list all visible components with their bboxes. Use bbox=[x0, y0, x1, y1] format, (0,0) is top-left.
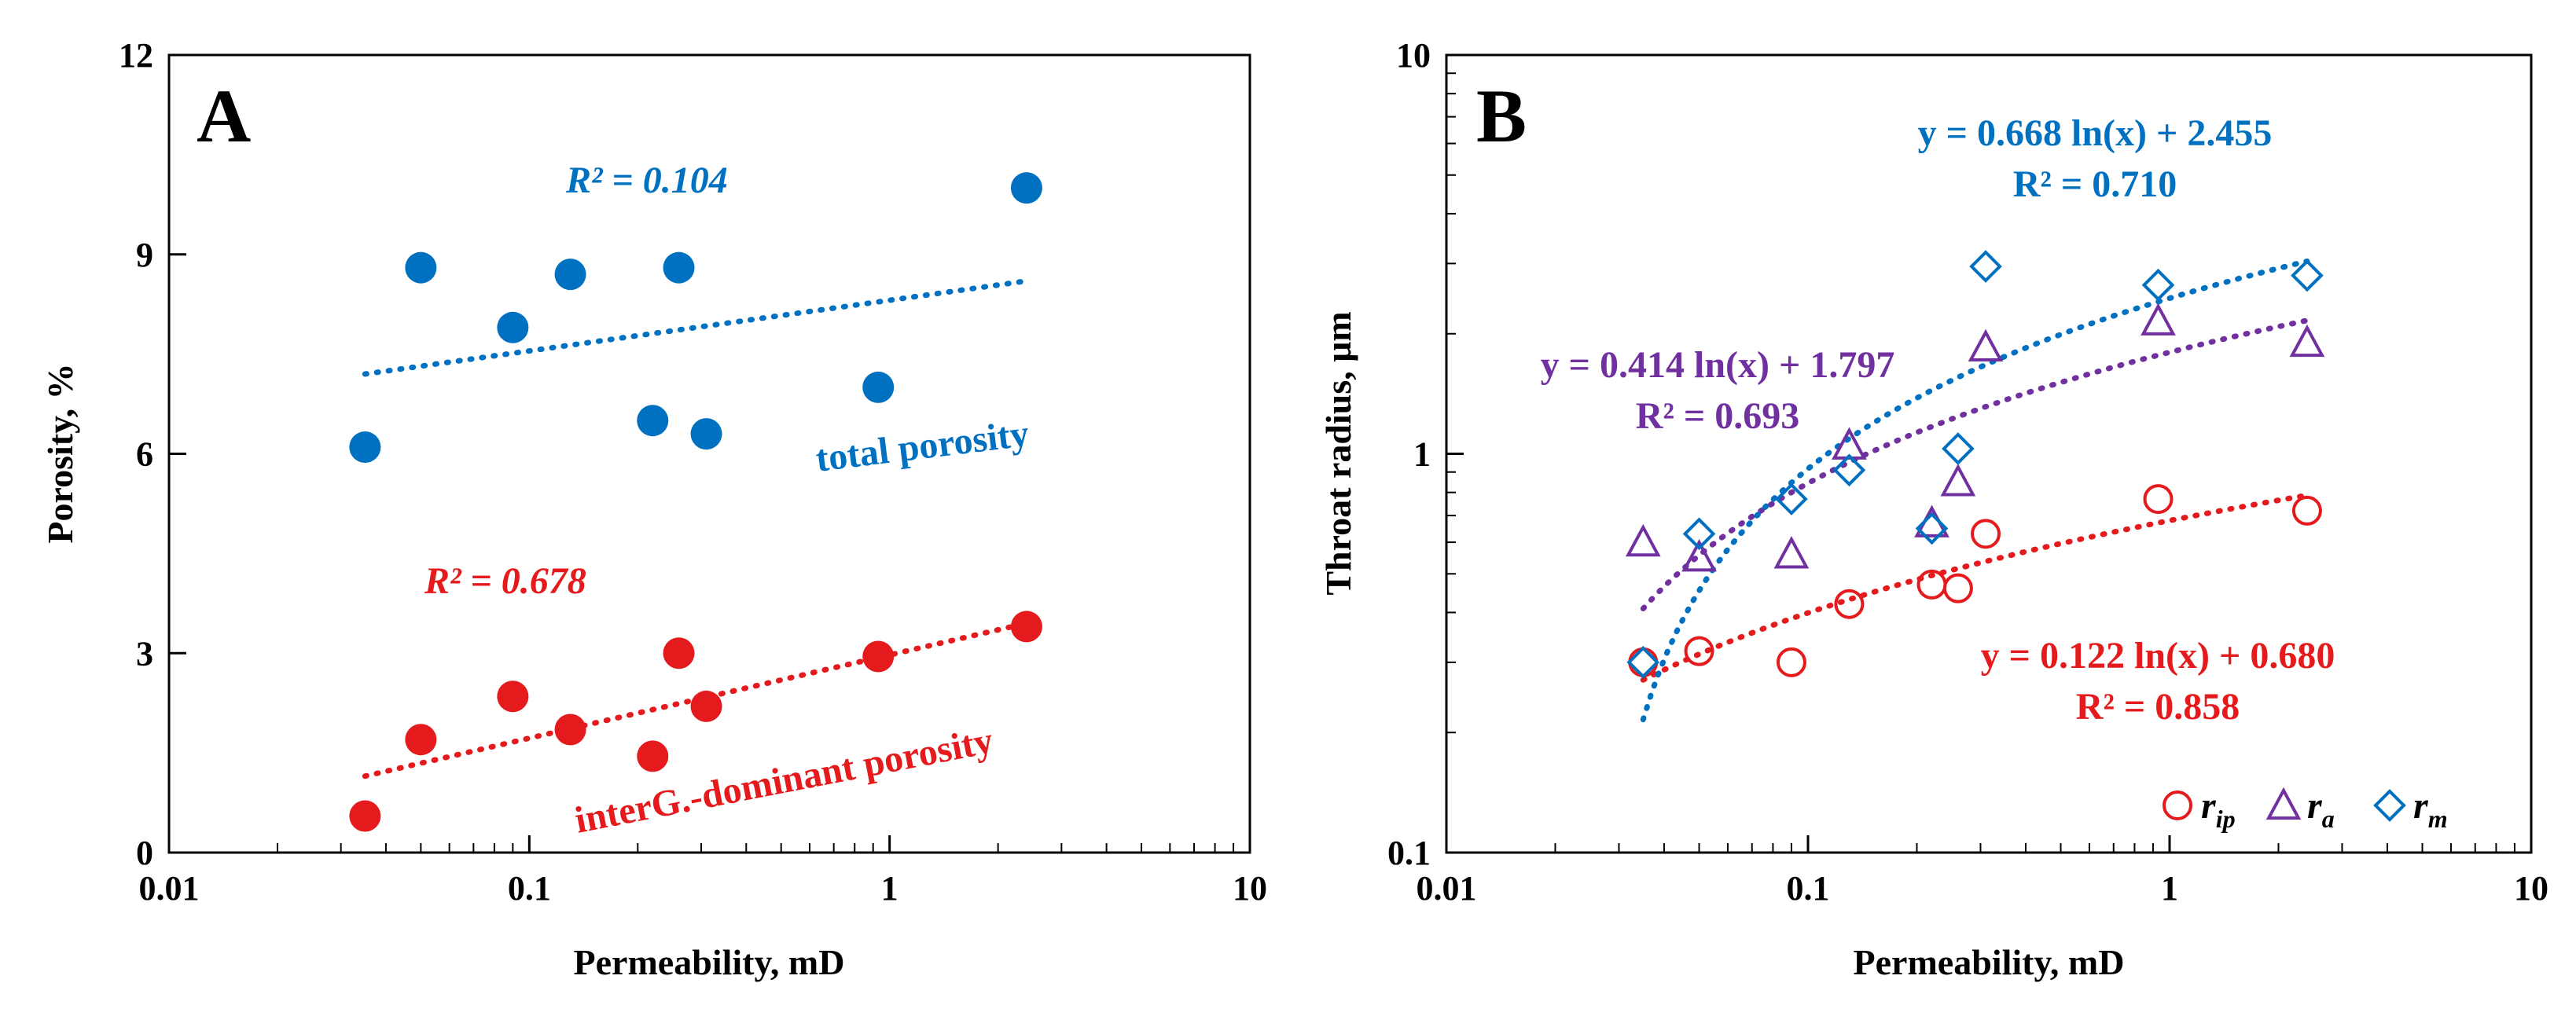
panel-b-plot-area bbox=[1445, 53, 2533, 854]
panel-b-r_m-point bbox=[1915, 512, 1949, 545]
panel-b-y-tick-label: 1 bbox=[1413, 435, 1431, 474]
panel-a-x-tick-label: 10 bbox=[1233, 869, 1267, 908]
panel-a-interG-point bbox=[405, 724, 437, 756]
panel-b-x-tick-label: 0.1 bbox=[1787, 869, 1830, 908]
panel-b-r_ip-point bbox=[2291, 495, 2322, 526]
panel-b-r_m-point bbox=[2291, 259, 2324, 292]
panel-b-x-tick-label: 1 bbox=[2161, 869, 2178, 908]
panel-a-total-point bbox=[497, 311, 529, 343]
panel-a-y-tick-label: 12 bbox=[119, 36, 153, 75]
panel-a-total-point bbox=[637, 405, 669, 437]
panel-b-r_ip-point bbox=[1628, 647, 1659, 677]
panel-a-total-trendline bbox=[362, 278, 1030, 377]
panel-b-points bbox=[1625, 250, 2325, 679]
panel-a-x-tick-label: 1 bbox=[881, 869, 898, 908]
panel-b-rip-equation: y = 0.122 ln(x) + 0.680 bbox=[1981, 635, 2335, 677]
panel-a-interG-r2: R² = 0.678 bbox=[424, 560, 586, 602]
panel-b-legend: rip ra rm bbox=[2163, 785, 2448, 833]
panel-b-y-tick-label: 0.1 bbox=[1387, 834, 1431, 872]
panel-b-r_ip-fit-curve bbox=[1640, 492, 2310, 683]
panel-b-r_ip-point bbox=[1684, 636, 1714, 666]
panel-b-r_m-point bbox=[1969, 250, 2002, 283]
panel-a-interG-point bbox=[554, 713, 586, 746]
panel-b-fit-curves bbox=[1640, 259, 2310, 723]
panel-b-r_a-fit-curve bbox=[1640, 317, 2310, 611]
panel-b-r_m-point bbox=[1775, 482, 1808, 515]
panel-b-legend-r_ip-label: rip bbox=[2201, 785, 2236, 833]
panel-a-interG-label: interG.-dominant porosity bbox=[571, 720, 997, 842]
panel-b-r_a-point bbox=[1625, 523, 1661, 557]
panel-a-x-tick-label: 0.1 bbox=[508, 869, 551, 908]
panel-b-r_ip-point bbox=[2143, 484, 2174, 515]
panel-b-y-tick-label: 10 bbox=[1396, 36, 1431, 75]
panel-b-r_a-point bbox=[1773, 536, 1810, 569]
panel-a-interG-point bbox=[690, 690, 722, 722]
panel-b-rip-r2: R² = 0.858 bbox=[2076, 686, 2240, 728]
panel-a-ticks: 0.01 0.1 1 10 0 3 6 9 12 bbox=[119, 36, 1267, 908]
panel-b-r_m-point bbox=[1682, 517, 1716, 551]
panel-a-interG-point bbox=[663, 637, 695, 669]
panel-b-ra-r2: R² = 0.693 bbox=[1636, 395, 1799, 437]
panel-b-r_m-point bbox=[1942, 432, 1975, 465]
panel-b-r_ip-point bbox=[1971, 519, 2001, 549]
panel-b-r_a-point bbox=[2141, 303, 2176, 336]
panel-a-total-point bbox=[663, 251, 695, 284]
panel-a-interG-point bbox=[637, 740, 669, 772]
panel-a-interG-point bbox=[1010, 611, 1042, 643]
panel-b-x-tick-label: 0.01 bbox=[1417, 869, 1477, 908]
panel-b-r_ip-point bbox=[1834, 589, 1865, 619]
panel-b-r_a-point bbox=[1940, 464, 1976, 497]
panel-a-xlabel: Permeability, mD bbox=[574, 942, 845, 982]
panel-b-r_a-point bbox=[1681, 539, 1717, 572]
panel-b-ra-equation: y = 0.414 ln(x) + 1.797 bbox=[1541, 344, 1895, 386]
panel-a-x-tick-label: 0.01 bbox=[139, 869, 200, 908]
panel-b-legend-r_a-label: ra bbox=[2307, 785, 2335, 833]
panel-b-r_a-point bbox=[2289, 324, 2325, 358]
panel-b-r_ip-point bbox=[1942, 573, 1973, 603]
panel-a-total-point bbox=[690, 418, 722, 450]
panel-a-y-tick-label: 0 bbox=[136, 834, 153, 872]
panel-b-r_ip-point bbox=[1776, 647, 1806, 677]
panel-a: 0.01 0.1 1 10 0 3 6 9 12 A R² = 0.104 total poro… bbox=[40, 36, 1267, 982]
panel-a-total-label: total porosity bbox=[814, 413, 1031, 480]
panel-b-legend-r_a-marker bbox=[2265, 787, 2302, 820]
panel-b-legend-r_m-marker bbox=[2373, 789, 2406, 822]
panel-b-x-tick-label: 10 bbox=[2514, 869, 2548, 908]
panel-b-r_m-point bbox=[2141, 268, 2175, 302]
panel-b-legend-r_m-label: rm bbox=[2413, 785, 2448, 833]
panel-a-interG-point bbox=[862, 640, 895, 673]
panel-b-ylabel: Throat radius, μm bbox=[1318, 311, 1358, 595]
panel-b-xlabel: Permeability, mD bbox=[1854, 942, 2125, 982]
panel-a-total-point bbox=[862, 371, 895, 403]
panel-a-ylabel: Porosity, % bbox=[40, 363, 80, 543]
panel-a-interG-point bbox=[497, 680, 529, 713]
panel-a-total-point bbox=[1010, 172, 1042, 204]
panel-b-rm-equation: y = 0.668 ln(x) + 2.455 bbox=[1918, 112, 2273, 154]
panel-b-r_m-point bbox=[1626, 646, 1660, 679]
panel-a-total-r2: R² = 0.104 bbox=[565, 160, 728, 201]
panel-a-y-tick-label: 3 bbox=[136, 634, 153, 673]
panel-a-y-tick-label: 6 bbox=[136, 435, 153, 474]
panel-a-letter: A bbox=[197, 74, 251, 158]
panel-b-legend-r_ip-marker bbox=[2163, 790, 2192, 820]
panel-b-rm-r2: R² = 0.710 bbox=[2013, 163, 2177, 205]
panel-a-total-point bbox=[554, 259, 586, 291]
panel-b-r_a-point bbox=[1968, 328, 2004, 362]
panel-a-interG-point bbox=[349, 800, 381, 832]
panel-a-total-point bbox=[405, 251, 437, 284]
panel-a-y-tick-label: 9 bbox=[136, 236, 153, 274]
panel-b-r_m-point bbox=[1832, 453, 1866, 487]
panel-a-points bbox=[349, 172, 1042, 832]
panel-a-total-point bbox=[349, 431, 381, 464]
panel-b-letter: B bbox=[1476, 74, 1527, 158]
